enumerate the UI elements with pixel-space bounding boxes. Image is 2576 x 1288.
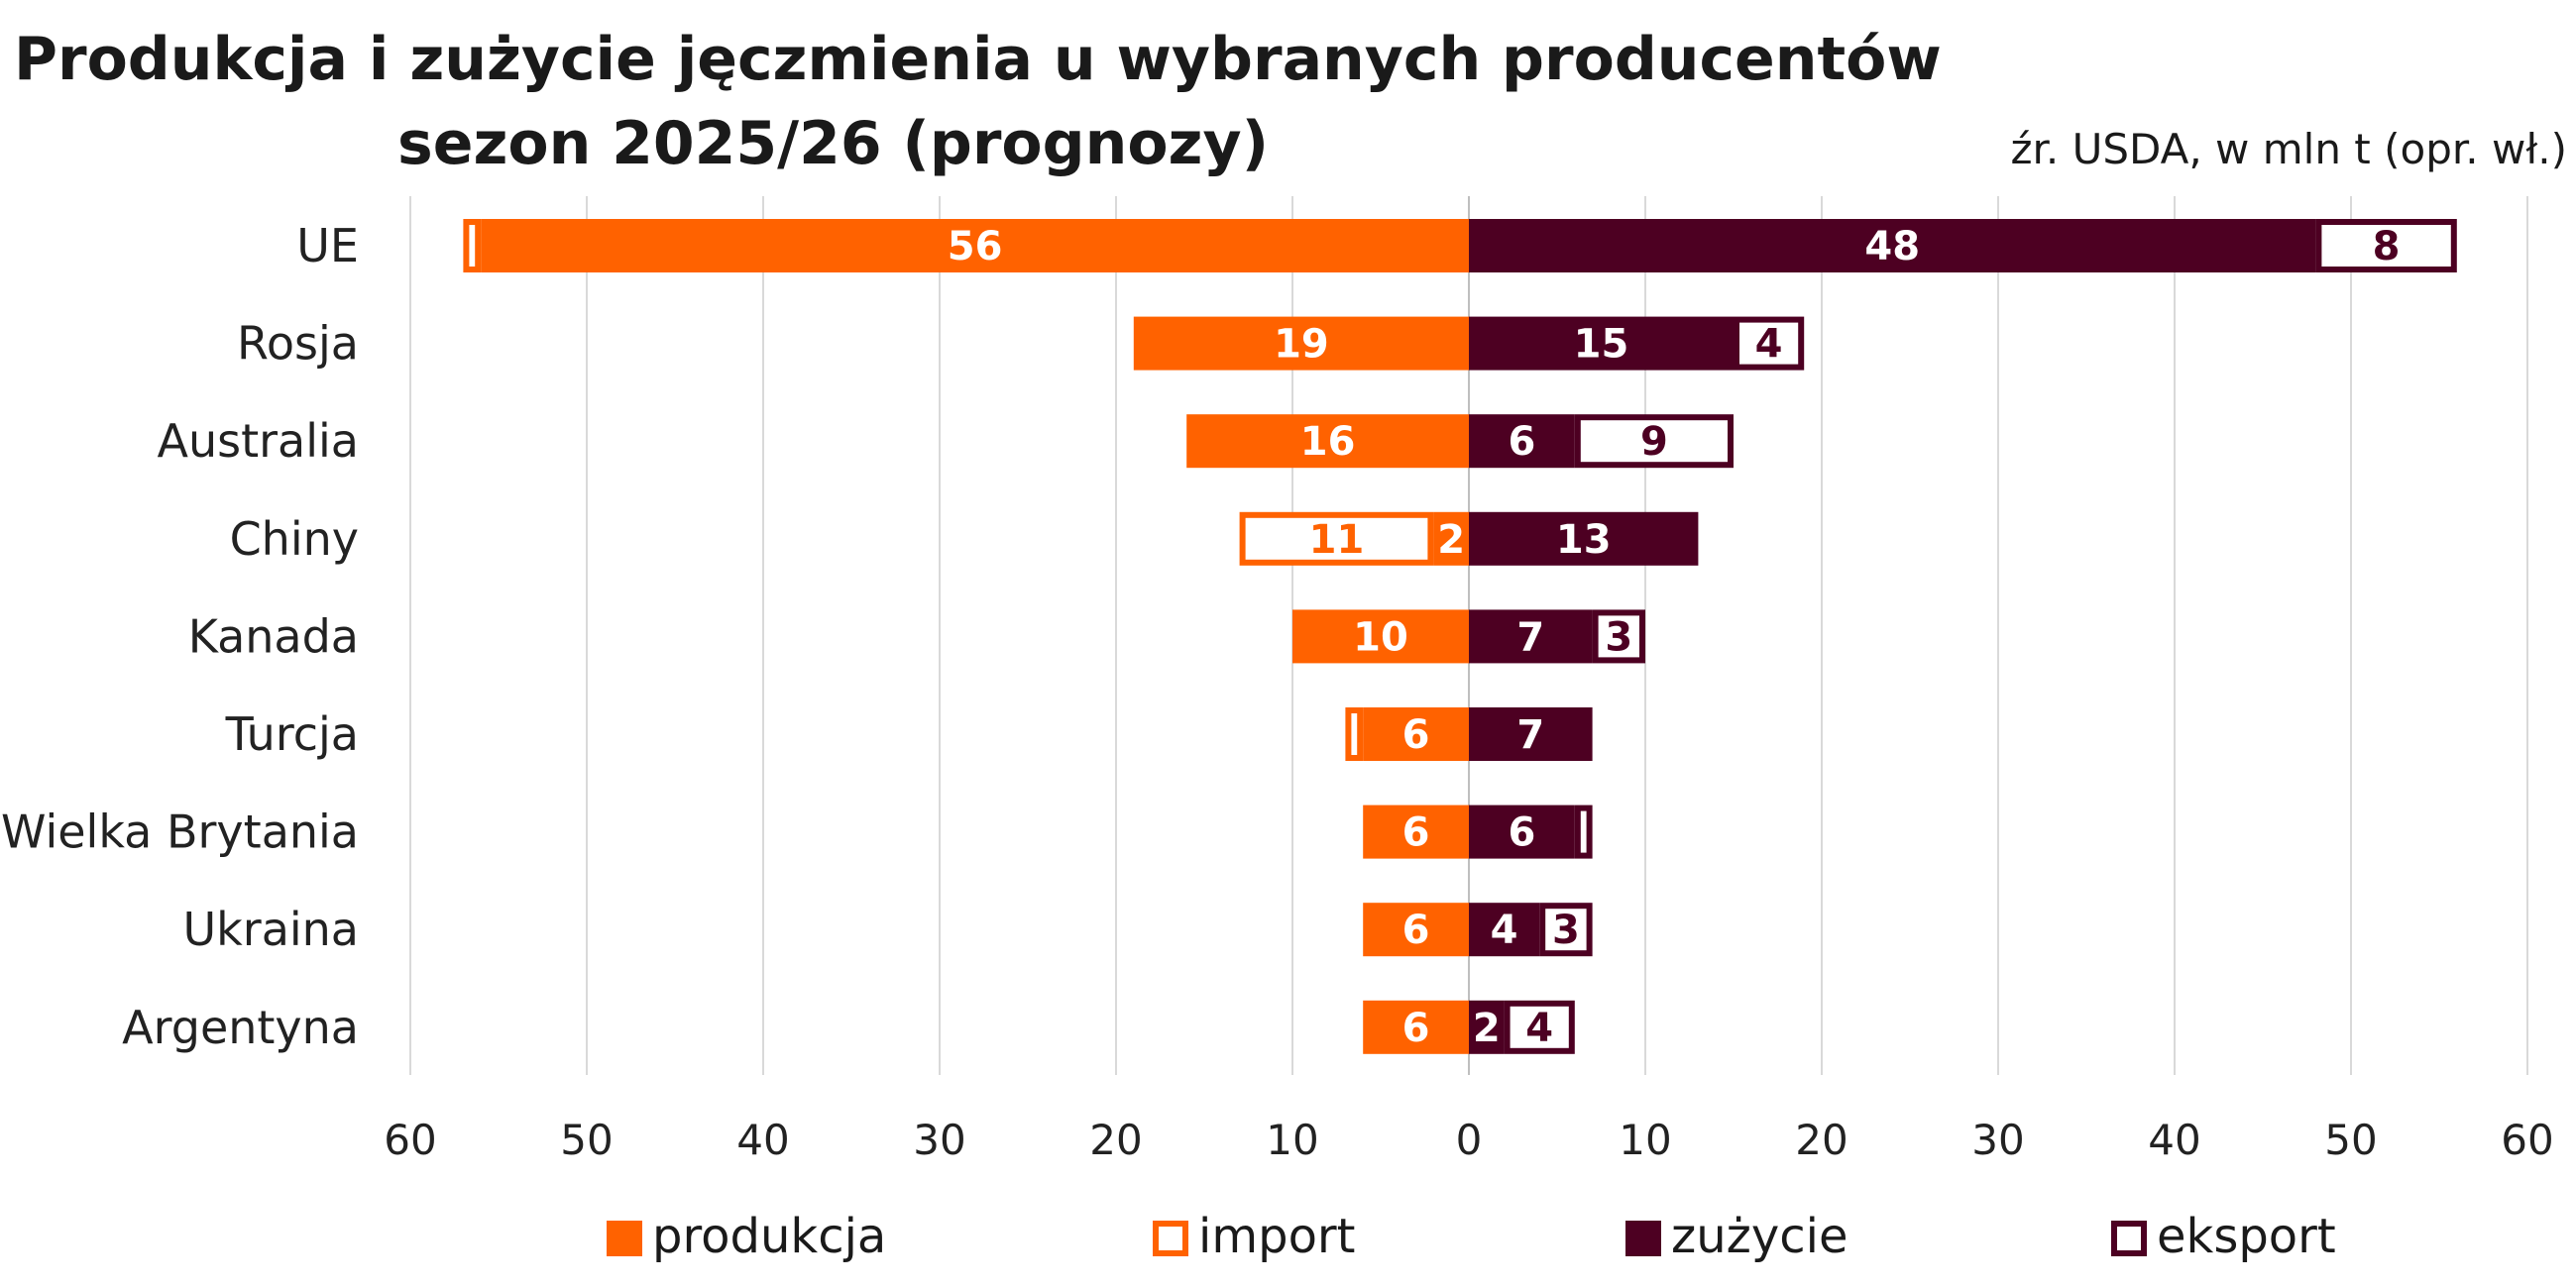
- data-label-produkcja: 6: [1402, 810, 1430, 856]
- data-label-zuzycie: 13: [1556, 517, 1612, 563]
- bar-produkcja: [1433, 511, 1469, 566]
- data-label-produkcja: 56: [948, 224, 1003, 269]
- bar-eksport: [1598, 615, 1639, 658]
- data-label-zuzycie: 4: [1491, 908, 1518, 953]
- data-label-produkcja: 16: [1300, 419, 1356, 465]
- bar-eksport: [1545, 909, 1587, 951]
- legend-swatch-produkcja: [607, 1221, 642, 1256]
- bar-produkcja: [1292, 609, 1469, 664]
- data-label-eksport: 4: [1755, 322, 1783, 368]
- x-tick-label: 10: [1619, 1116, 1671, 1164]
- bar-produkcja: [1363, 805, 1469, 859]
- bar-zuzycie: [1469, 1000, 1505, 1054]
- bar-produkcja: [481, 219, 1469, 272]
- data-label-import: 11: [1309, 517, 1365, 563]
- legend-label: import: [1198, 1209, 1355, 1264]
- legend-swatch-eksport: [2111, 1221, 2147, 1256]
- category-label: Argentyna: [122, 1001, 359, 1054]
- x-tick-label: 20: [1089, 1116, 1142, 1164]
- data-label-eksport: 3: [1605, 614, 1632, 660]
- legend-swatch-import: [1153, 1221, 1188, 1256]
- bar-zuzycie: [1469, 511, 1699, 566]
- data-label-produkcja: 2: [1437, 517, 1465, 563]
- source-note: źr. USDA, w mln t (opr. wł.): [2010, 125, 2567, 173]
- data-label-zuzycie: 2: [1473, 1006, 1501, 1051]
- bar-eksport: [1739, 322, 1799, 365]
- bar-produkcja: [1186, 414, 1469, 469]
- legend: produkcja import zużycie eksport: [607, 1209, 2336, 1264]
- legend-label: produkcja: [652, 1209, 886, 1264]
- x-tick-label: 50: [560, 1116, 613, 1164]
- category-labels: UE Rosja Australia Chiny Kanada Turcja Wielka …: [1, 219, 359, 1054]
- data-label-produkcja: 10: [1353, 614, 1408, 660]
- bar-zuzycie: [1469, 707, 1593, 761]
- category-label: Rosja: [237, 317, 359, 371]
- bar-eksport: [1580, 810, 1587, 853]
- bar-produkcja: [1363, 707, 1469, 761]
- data-label-eksport: 8: [2373, 224, 2401, 269]
- category-label: Ukraina: [182, 903, 359, 956]
- data-label-produkcja: 6: [1402, 908, 1430, 953]
- category-label: Chiny: [230, 512, 359, 566]
- data-label-zuzycie: 6: [1508, 810, 1535, 856]
- bar-import: [469, 225, 476, 267]
- bar-zuzycie: [1469, 219, 2316, 272]
- bar-import: [1245, 517, 1428, 560]
- x-tick-label: 40: [736, 1116, 789, 1164]
- x-tick-label: 50: [2324, 1116, 2377, 1164]
- chart-title-line2: sezon 2025/26 (prognozy): [397, 109, 1269, 178]
- x-tick-label: 60: [384, 1116, 436, 1164]
- x-tick-label: 60: [2501, 1116, 2553, 1164]
- legend-swatch-zuzycie: [1625, 1221, 1661, 1256]
- category-label: Wielka Brytania: [1, 805, 359, 859]
- bar-zuzycie: [1469, 316, 1734, 371]
- data-label-zuzycie: 15: [1574, 322, 1629, 368]
- bar-zuzycie: [1469, 609, 1593, 664]
- chart-title-line1: Produkcja i zużycie jęczmienia u wybrany…: [14, 25, 1942, 94]
- legend-label: zużycie: [1671, 1209, 1848, 1264]
- bar-eksport: [2321, 225, 2451, 267]
- bar-produkcja: [1133, 316, 1469, 371]
- category-label: UE: [296, 219, 359, 272]
- legend-label: eksport: [2157, 1209, 2336, 1264]
- bar-produkcja: [1363, 1000, 1469, 1054]
- data-label-eksport: 9: [1640, 419, 1668, 465]
- bar-eksport: [1510, 1006, 1569, 1048]
- x-tick-label: 20: [1795, 1116, 1848, 1164]
- x-tick-labels: 60 50 40 30 20 10 0 10 20 30 40 50 60: [384, 1116, 2553, 1164]
- data-label-zuzycie: 7: [1516, 614, 1544, 660]
- data-label-produkcja: 19: [1274, 322, 1329, 368]
- data-label-eksport: 4: [1525, 1006, 1553, 1051]
- category-label: Kanada: [188, 609, 359, 663]
- x-tick-label: 0: [1456, 1116, 1483, 1164]
- data-label-zuzycie: 48: [1864, 224, 1920, 269]
- bar-zuzycie: [1469, 805, 1575, 859]
- data-label-eksport: 3: [1552, 908, 1580, 953]
- data-label-produkcja: 6: [1402, 712, 1430, 758]
- data-label-zuzycie: 6: [1508, 419, 1535, 465]
- x-tick-label: 40: [2148, 1116, 2200, 1164]
- bar-produkcja: [1363, 903, 1469, 957]
- data-label-zuzycie: 7: [1516, 712, 1544, 758]
- category-label: Turcja: [225, 707, 359, 761]
- bar-import: [1351, 713, 1358, 755]
- category-label: Australia: [158, 414, 359, 468]
- bar-zuzycie: [1469, 414, 1575, 469]
- x-tick-label: 30: [1971, 1116, 2024, 1164]
- x-tick-label: 10: [1266, 1116, 1318, 1164]
- data-label-produkcja: 6: [1402, 1006, 1430, 1051]
- bar-zuzycie: [1469, 903, 1540, 957]
- bar-eksport: [1580, 420, 1728, 463]
- x-tick-label: 30: [913, 1116, 965, 1164]
